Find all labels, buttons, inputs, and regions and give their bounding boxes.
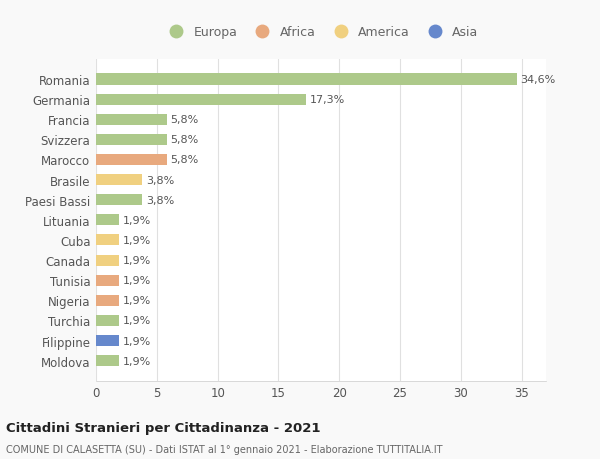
Text: 17,3%: 17,3% [310, 95, 346, 105]
Text: 1,9%: 1,9% [123, 296, 151, 306]
Text: 1,9%: 1,9% [123, 256, 151, 265]
Bar [96, 114, 167, 125]
Text: 1,9%: 1,9% [123, 336, 151, 346]
Text: 1,9%: 1,9% [123, 356, 151, 366]
Text: 1,9%: 1,9% [123, 316, 151, 326]
Text: 3,8%: 3,8% [146, 175, 174, 185]
Bar [96, 74, 517, 85]
Bar [96, 295, 119, 306]
Bar [96, 195, 142, 206]
Bar [96, 355, 119, 366]
Text: 34,6%: 34,6% [520, 75, 556, 85]
Bar [96, 235, 119, 246]
Bar [96, 315, 119, 326]
Text: 1,9%: 1,9% [123, 275, 151, 285]
Text: 5,8%: 5,8% [170, 135, 199, 145]
Bar [96, 95, 307, 106]
Text: 1,9%: 1,9% [123, 235, 151, 246]
Text: COMUNE DI CALASETTA (SU) - Dati ISTAT al 1° gennaio 2021 - Elaborazione TUTTITAL: COMUNE DI CALASETTA (SU) - Dati ISTAT al… [6, 444, 443, 454]
Bar [96, 275, 119, 286]
Text: 3,8%: 3,8% [146, 195, 174, 205]
Bar [96, 174, 142, 186]
Bar [96, 134, 167, 146]
Bar [96, 155, 167, 166]
Bar [96, 215, 119, 226]
Text: 5,8%: 5,8% [170, 155, 199, 165]
Bar [96, 335, 119, 346]
Legend: Europa, Africa, America, Asia: Europa, Africa, America, Asia [158, 21, 484, 44]
Bar [96, 255, 119, 266]
Text: 1,9%: 1,9% [123, 215, 151, 225]
Text: 5,8%: 5,8% [170, 115, 199, 125]
Text: Cittadini Stranieri per Cittadinanza - 2021: Cittadini Stranieri per Cittadinanza - 2… [6, 421, 320, 434]
